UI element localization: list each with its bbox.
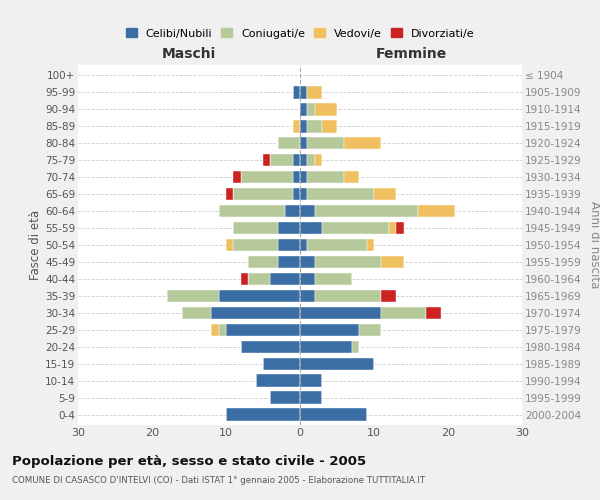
Bar xyxy=(263,154,271,166)
Bar xyxy=(396,222,404,234)
Bar xyxy=(293,170,300,183)
Bar xyxy=(293,154,300,166)
Bar xyxy=(271,392,300,404)
Bar xyxy=(300,324,359,336)
Bar xyxy=(233,188,293,200)
Bar xyxy=(278,256,300,268)
Bar xyxy=(322,222,389,234)
Bar xyxy=(285,204,300,218)
Bar xyxy=(307,188,374,200)
Bar xyxy=(307,238,367,252)
Legend: Celibi/Nubili, Coniugati/e, Vedovi/e, Divorziati/e: Celibi/Nubili, Coniugati/e, Vedovi/e, Di… xyxy=(121,24,479,43)
Bar xyxy=(300,120,307,132)
Bar xyxy=(315,290,382,302)
Bar xyxy=(300,222,322,234)
Bar xyxy=(211,306,300,320)
Bar xyxy=(218,324,226,336)
Bar xyxy=(322,120,337,132)
Bar xyxy=(307,136,344,149)
Bar xyxy=(315,103,337,116)
Bar xyxy=(300,272,315,285)
Text: Popolazione per età, sesso e stato civile - 2005: Popolazione per età, sesso e stato civil… xyxy=(12,455,366,468)
Bar xyxy=(307,86,322,99)
Bar xyxy=(300,136,307,149)
Bar xyxy=(300,340,352,353)
Bar xyxy=(300,86,307,99)
Bar xyxy=(278,238,300,252)
Bar xyxy=(374,188,396,200)
Y-axis label: Anni di nascita: Anni di nascita xyxy=(588,202,600,288)
Bar xyxy=(300,408,367,421)
Bar xyxy=(226,408,300,421)
Bar xyxy=(293,188,300,200)
Bar xyxy=(300,103,307,116)
Bar xyxy=(315,204,418,218)
Bar xyxy=(300,392,322,404)
Text: COMUNE DI CASASCO D'INTELVI (CO) - Dati ISTAT 1° gennaio 2005 - Elaborazione TUT: COMUNE DI CASASCO D'INTELVI (CO) - Dati … xyxy=(12,476,425,485)
Bar xyxy=(241,272,248,285)
Bar xyxy=(263,358,300,370)
Bar xyxy=(389,222,396,234)
Bar xyxy=(293,86,300,99)
Bar xyxy=(307,103,315,116)
Bar xyxy=(293,120,300,132)
Bar xyxy=(382,306,426,320)
Bar xyxy=(226,188,233,200)
Bar xyxy=(300,374,322,387)
Bar xyxy=(211,324,218,336)
Bar xyxy=(278,222,300,234)
Y-axis label: Fasce di età: Fasce di età xyxy=(29,210,42,280)
Bar xyxy=(241,340,300,353)
Bar xyxy=(278,136,300,149)
Bar xyxy=(256,374,300,387)
Bar xyxy=(382,290,396,302)
Bar xyxy=(418,204,455,218)
Text: Maschi: Maschi xyxy=(162,48,216,62)
Bar xyxy=(218,290,300,302)
Bar xyxy=(233,222,278,234)
Bar xyxy=(315,154,322,166)
Bar xyxy=(167,290,218,302)
Bar xyxy=(344,136,382,149)
Bar xyxy=(367,238,374,252)
Bar xyxy=(271,272,300,285)
Bar xyxy=(233,170,241,183)
Bar xyxy=(233,238,278,252)
Bar xyxy=(426,306,440,320)
Bar xyxy=(248,272,271,285)
Bar xyxy=(359,324,382,336)
Bar xyxy=(307,154,315,166)
Text: Femmine: Femmine xyxy=(376,48,446,62)
Bar xyxy=(315,256,382,268)
Bar xyxy=(300,170,307,183)
Bar xyxy=(182,306,211,320)
Bar xyxy=(218,204,285,218)
Bar xyxy=(382,256,404,268)
Bar xyxy=(300,204,315,218)
Bar xyxy=(307,170,344,183)
Bar xyxy=(300,290,315,302)
Bar xyxy=(271,154,293,166)
Bar xyxy=(300,256,315,268)
Bar xyxy=(300,358,374,370)
Bar xyxy=(226,238,233,252)
Bar xyxy=(248,256,278,268)
Bar xyxy=(307,120,322,132)
Bar xyxy=(315,272,352,285)
Bar xyxy=(226,324,300,336)
Bar xyxy=(241,170,293,183)
Bar xyxy=(300,154,307,166)
Bar xyxy=(352,340,359,353)
Bar xyxy=(300,306,382,320)
Bar xyxy=(344,170,359,183)
Bar xyxy=(300,188,307,200)
Bar xyxy=(300,238,307,252)
